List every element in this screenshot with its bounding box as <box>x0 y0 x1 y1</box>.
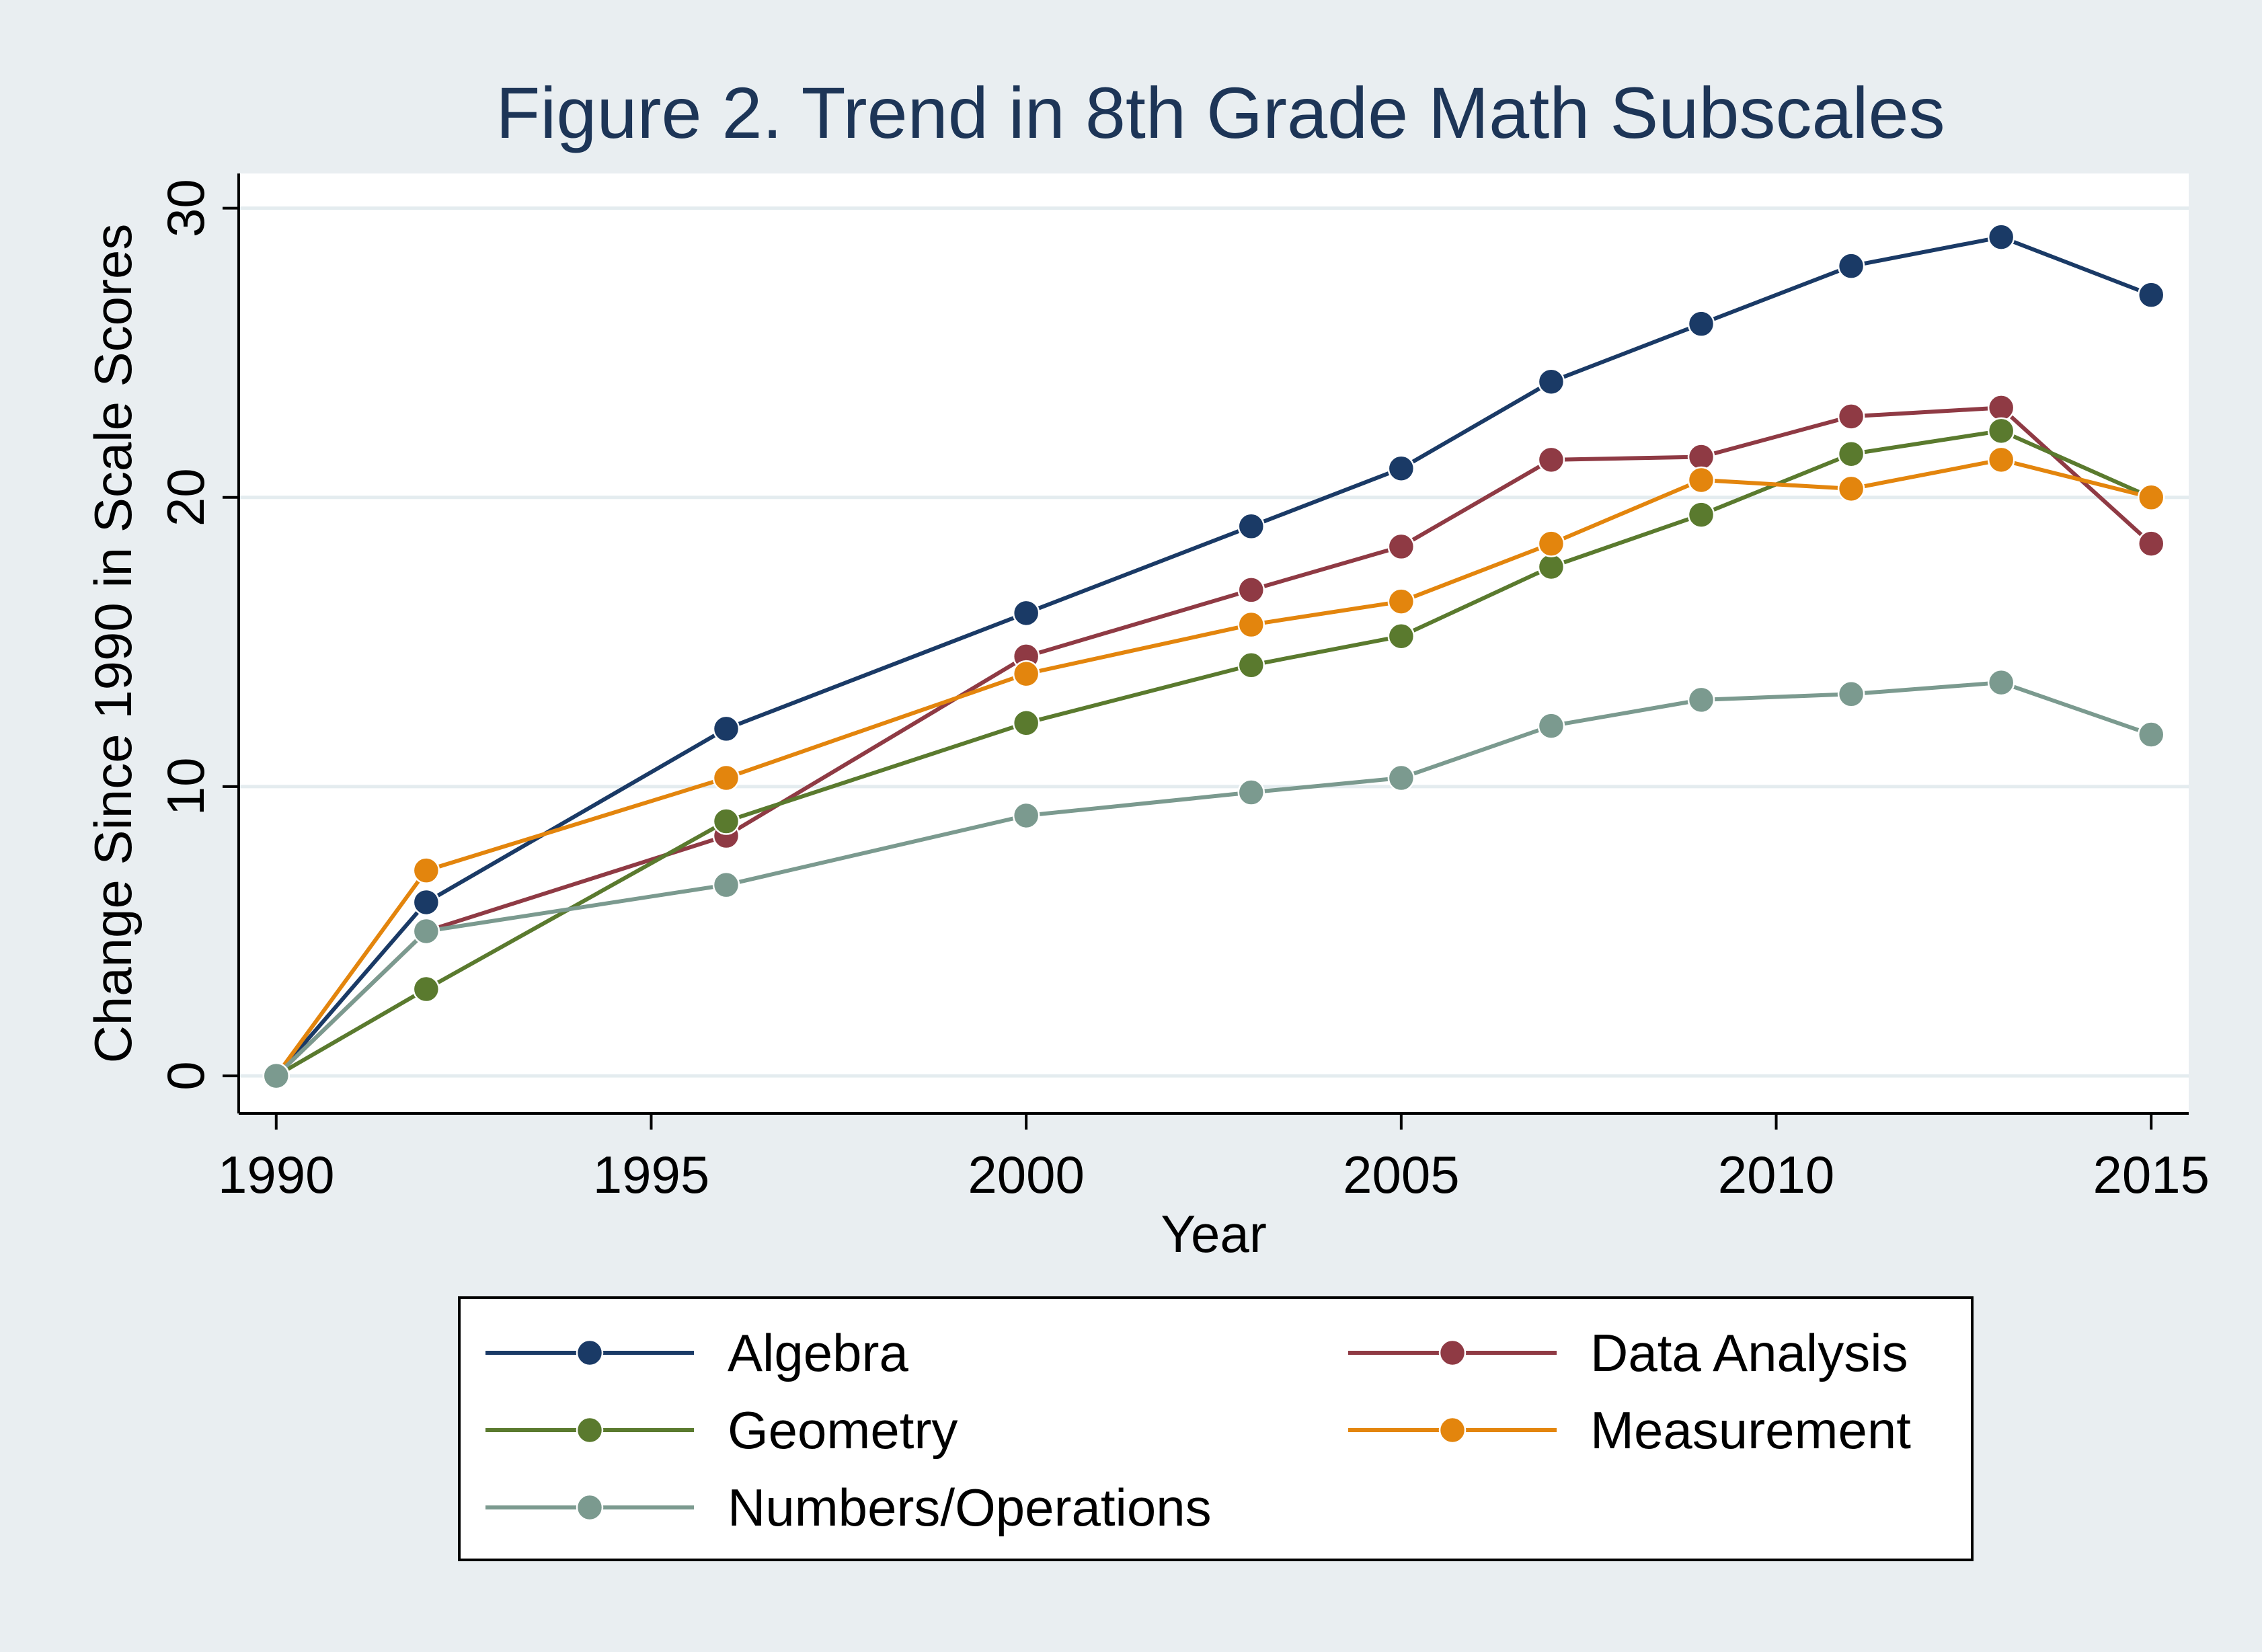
data-point <box>1837 680 1865 708</box>
data-point <box>2137 281 2165 309</box>
legend-swatch-marker <box>576 1416 604 1444</box>
legend-item: Data Analysis <box>1348 1323 1908 1382</box>
legend-swatch-marker <box>1438 1416 1467 1444</box>
legend-swatch-marker <box>576 1493 604 1522</box>
legend-box <box>458 1296 1974 1561</box>
data-point <box>1537 446 1565 474</box>
data-point <box>2137 721 2165 748</box>
data-point <box>1987 394 2015 422</box>
legend-label: Algebra <box>728 1323 908 1382</box>
data-point <box>1687 501 1715 528</box>
data-point <box>1387 533 1415 561</box>
data-point <box>2137 530 2165 557</box>
data-point <box>1387 764 1415 792</box>
legend-item: Algebra <box>485 1323 908 1382</box>
data-point <box>1687 310 1715 338</box>
legend-item: Numbers/Operations <box>485 1478 1212 1537</box>
x-tick-label: 2010 <box>1718 1145 1835 1204</box>
data-point <box>712 715 740 743</box>
data-point <box>1837 475 1865 503</box>
data-point <box>1687 466 1715 494</box>
data-point <box>412 975 440 1003</box>
y-axis-label: Change Since 1990 in Scale Scores <box>83 224 143 1064</box>
legend-item: Measurement <box>1348 1401 1911 1460</box>
data-point <box>412 888 440 916</box>
y-axis-ticks: 0 10 20 30 <box>156 179 239 1091</box>
x-tick-label: 2015 <box>2093 1145 2210 1204</box>
y-tick-label: 0 <box>156 1061 215 1090</box>
data-point <box>1837 440 1865 468</box>
legend-item: Geometry <box>485 1401 958 1460</box>
gridlines <box>239 206 2189 1078</box>
data-point <box>412 917 440 945</box>
legend-swatch-marker <box>1438 1339 1467 1367</box>
data-point <box>1012 599 1040 627</box>
x-axis-ticks: 1990 1995 2000 2005 2010 2015 <box>218 1113 2210 1204</box>
data-point <box>1012 709 1040 737</box>
data-point <box>1387 455 1415 483</box>
data-point <box>1537 712 1565 740</box>
data-point <box>2137 483 2165 512</box>
data-point <box>1537 530 1565 557</box>
data-point <box>712 871 740 899</box>
legend-label: Numbers/Operations <box>728 1478 1212 1537</box>
series-group <box>262 223 2165 1090</box>
chart-title: Figure 2. Trend in 8th Grade Math Subsca… <box>496 72 1945 153</box>
data-point <box>1537 368 1565 395</box>
data-point <box>1987 668 2015 697</box>
data-point <box>1537 553 1565 581</box>
data-point <box>1987 446 2015 474</box>
plot-area <box>239 173 2189 1113</box>
data-point <box>1687 443 1715 471</box>
data-point <box>1987 223 2015 251</box>
x-tick-label: 2005 <box>1343 1145 1460 1204</box>
data-point <box>1237 611 1265 639</box>
legend: Algebra Data Analysis Geometry Measurement N… <box>485 1323 1911 1537</box>
legend-label: Data Analysis <box>1590 1323 1908 1382</box>
data-point <box>1837 252 1865 280</box>
data-point <box>1012 660 1040 688</box>
data-point <box>1687 686 1715 714</box>
data-point <box>1237 576 1265 604</box>
data-point <box>412 857 440 884</box>
data-point <box>1837 403 1865 430</box>
data-point <box>1987 417 2015 445</box>
y-tick-label: 30 <box>156 179 215 237</box>
legend-label: Geometry <box>728 1401 958 1460</box>
x-axis-label: Year <box>1161 1204 1267 1263</box>
legend-label: Measurement <box>1590 1401 1911 1460</box>
data-point <box>1387 622 1415 650</box>
series-numbers-operations <box>262 668 2165 1090</box>
data-point <box>1237 652 1265 679</box>
data-point <box>1237 779 1265 806</box>
x-tick-label: 1990 <box>218 1145 335 1204</box>
data-point <box>1387 588 1415 615</box>
data-point <box>712 764 740 792</box>
data-point <box>1012 801 1040 830</box>
y-tick-label: 20 <box>156 468 215 526</box>
y-tick-label: 10 <box>156 758 215 816</box>
data-point <box>262 1062 290 1090</box>
data-point <box>712 808 740 835</box>
legend-swatch-marker <box>576 1339 604 1367</box>
data-point <box>1237 512 1265 541</box>
x-tick-label: 1995 <box>593 1145 710 1204</box>
x-tick-label: 2000 <box>968 1145 1085 1204</box>
